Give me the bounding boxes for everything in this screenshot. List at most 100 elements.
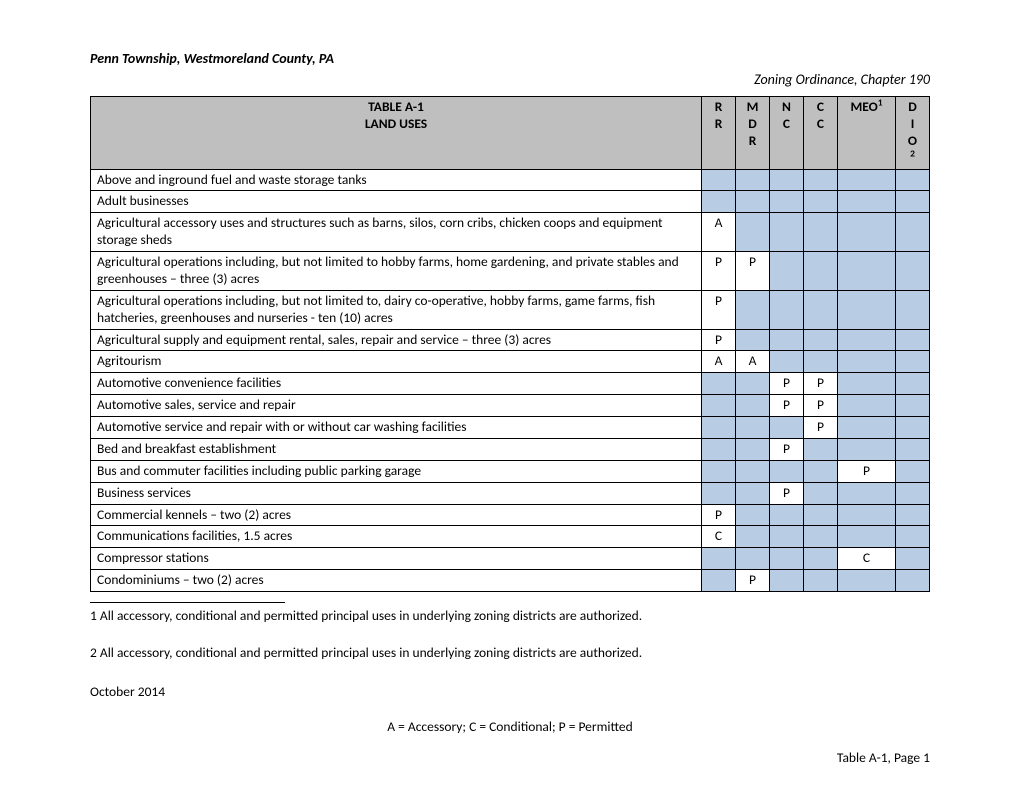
zone-cell bbox=[838, 213, 896, 252]
legend-text: A = Accessory; C = Conditional; P = Perm… bbox=[90, 718, 930, 735]
table-row: Business servicesP bbox=[91, 482, 930, 504]
zone-cell bbox=[838, 252, 896, 291]
page-number: Table A-1, Page 1 bbox=[90, 749, 930, 766]
zone-cell bbox=[838, 570, 896, 592]
table-title-cell: TABLE A-1 LAND USES bbox=[91, 97, 702, 170]
table-row: Agricultural supply and equipment rental… bbox=[91, 329, 930, 351]
zone-cell bbox=[736, 290, 770, 329]
zone-cell: C bbox=[838, 548, 896, 570]
zone-cell bbox=[770, 213, 804, 252]
zone-cell: P bbox=[702, 329, 736, 351]
zone-cell bbox=[896, 373, 930, 395]
col-head-5-label: D I O bbox=[908, 98, 917, 149]
zone-cell bbox=[770, 351, 804, 373]
table-row: Bus and commuter facilities including pu… bbox=[91, 460, 930, 482]
zone-cell bbox=[804, 169, 838, 191]
zone-cell bbox=[736, 213, 770, 252]
zone-cell: P bbox=[804, 395, 838, 417]
land-uses-table: TABLE A-1 LAND USES R R M D R N C C C ME… bbox=[90, 96, 930, 592]
zone-cell bbox=[896, 252, 930, 291]
zone-cell bbox=[896, 482, 930, 504]
zone-cell bbox=[770, 548, 804, 570]
use-cell: Bus and commuter facilities including pu… bbox=[91, 460, 702, 482]
table-row: Above and inground fuel and waste storag… bbox=[91, 169, 930, 191]
zone-cell bbox=[702, 570, 736, 592]
zone-cell bbox=[702, 395, 736, 417]
zone-cell bbox=[896, 460, 930, 482]
footnote-2: 2 All accessory, conditional and permitt… bbox=[90, 644, 930, 661]
use-cell: Condominiums – two (2) acres bbox=[91, 570, 702, 592]
table-row: Automotive sales, service and repair PP bbox=[91, 395, 930, 417]
col-head-5: D I O2 bbox=[896, 97, 930, 170]
use-cell: Communications facilities, 1.5 acres bbox=[91, 526, 702, 548]
table-title-1: TABLE A-1 bbox=[368, 98, 424, 115]
zone-cell bbox=[838, 329, 896, 351]
zone-cell bbox=[804, 570, 838, 592]
zone-cell bbox=[736, 460, 770, 482]
col-head-3-label: C C bbox=[817, 98, 824, 132]
zone-cell bbox=[804, 290, 838, 329]
zone-cell bbox=[736, 438, 770, 460]
zone-cell bbox=[804, 438, 838, 460]
use-cell: Automotive service and repair with or wi… bbox=[91, 417, 702, 439]
use-cell: Agritourism bbox=[91, 351, 702, 373]
table-row: Bed and breakfast establishmentP bbox=[91, 438, 930, 460]
table-row: Automotive service and repair with or wi… bbox=[91, 417, 930, 439]
use-cell: Agricultural operations including, but n… bbox=[91, 252, 702, 291]
zone-cell: P bbox=[770, 395, 804, 417]
table-row: Agricultural operations including, but n… bbox=[91, 290, 930, 329]
zone-cell bbox=[702, 169, 736, 191]
zone-cell: P bbox=[838, 460, 896, 482]
col-head-3: C C bbox=[804, 97, 838, 170]
zone-cell: P bbox=[804, 373, 838, 395]
table-title-2: LAND USES bbox=[365, 115, 427, 132]
table-row: Commercial kennels – two (2) acresP bbox=[91, 504, 930, 526]
table-row: AgritourismAA bbox=[91, 351, 930, 373]
zone-cell bbox=[896, 438, 930, 460]
zone-cell bbox=[896, 570, 930, 592]
zone-cell: A bbox=[702, 213, 736, 252]
use-cell: Above and inground fuel and waste storag… bbox=[91, 169, 702, 191]
zone-cell: P bbox=[736, 570, 770, 592]
zone-cell bbox=[770, 504, 804, 526]
zone-cell bbox=[702, 191, 736, 213]
zone-cell: C bbox=[702, 526, 736, 548]
zone-cell bbox=[896, 395, 930, 417]
zone-cell bbox=[896, 213, 930, 252]
zone-cell bbox=[702, 482, 736, 504]
zone-cell bbox=[896, 191, 930, 213]
zone-cell bbox=[804, 191, 838, 213]
table-row: Agricultural accessory uses and structur… bbox=[91, 213, 930, 252]
zone-cell bbox=[838, 526, 896, 548]
zone-cell bbox=[838, 290, 896, 329]
zone-cell bbox=[804, 504, 838, 526]
zone-cell bbox=[838, 482, 896, 504]
col-head-1-label: M D R bbox=[747, 98, 759, 149]
table-row: Communications facilities, 1.5 acresC bbox=[91, 526, 930, 548]
table-row: Adult businesses bbox=[91, 191, 930, 213]
header-right: Zoning Ordinance, Chapter 190 bbox=[90, 71, 930, 88]
zone-cell: P bbox=[770, 438, 804, 460]
zone-cell: A bbox=[702, 351, 736, 373]
zone-cell bbox=[736, 373, 770, 395]
zone-cell bbox=[896, 351, 930, 373]
zone-cell bbox=[804, 329, 838, 351]
zone-cell: A bbox=[736, 351, 770, 373]
zone-cell bbox=[770, 570, 804, 592]
zone-cell bbox=[804, 252, 838, 291]
use-cell: Agricultural accessory uses and structur… bbox=[91, 213, 702, 252]
zone-cell bbox=[702, 460, 736, 482]
header-left: Penn Township, Westmoreland County, PA bbox=[90, 50, 930, 67]
zone-cell: P bbox=[804, 417, 838, 439]
zone-cell bbox=[770, 290, 804, 329]
zone-cell: P bbox=[702, 252, 736, 291]
zone-cell bbox=[804, 482, 838, 504]
zone-cell: P bbox=[770, 373, 804, 395]
zone-cell bbox=[736, 169, 770, 191]
zone-cell bbox=[770, 329, 804, 351]
use-cell: Automotive sales, service and repair bbox=[91, 395, 702, 417]
zone-cell bbox=[896, 548, 930, 570]
col-head-4-label: MEO bbox=[850, 98, 877, 115]
use-cell: Business services bbox=[91, 482, 702, 504]
zone-cell bbox=[770, 252, 804, 291]
